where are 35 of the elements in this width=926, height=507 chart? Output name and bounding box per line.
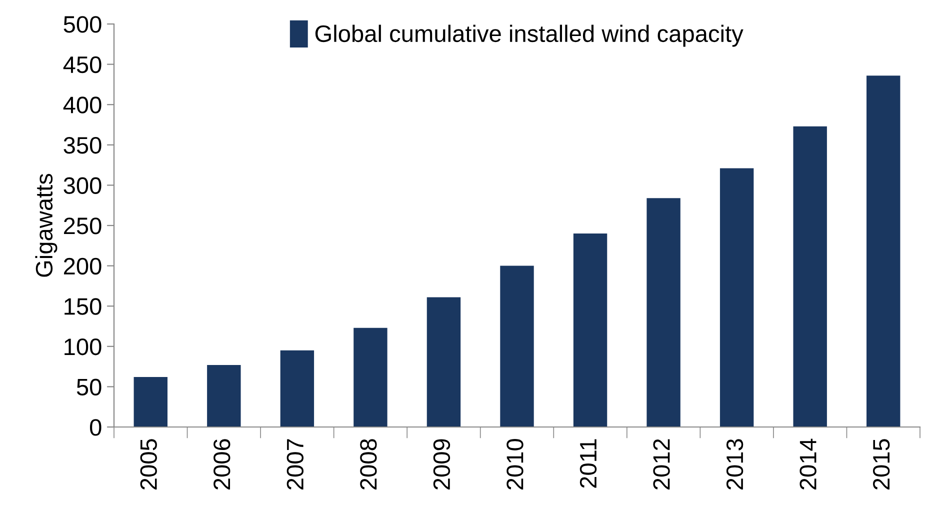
y-tick-label: 150 (64, 298, 102, 315)
x-tick-label: 2008 (360, 439, 377, 490)
y-tick-label: 0 (90, 419, 102, 436)
x-tick-label: 2011 (580, 439, 597, 488)
bar (573, 234, 608, 427)
x-tick-label: 2005 (140, 439, 157, 490)
x-tick-label: 2015 (872, 439, 890, 490)
y-tick-label: 450 (63, 56, 102, 74)
y-tick-label: 350 (64, 136, 102, 154)
y-tick-label: 500 (64, 16, 102, 33)
x-tick-label: 2013 (726, 439, 744, 490)
y-tick-label: 400 (63, 96, 102, 114)
x-tick-label: 2006 (214, 439, 230, 490)
y-tick-label: 300 (64, 177, 102, 194)
bar (207, 364, 241, 427)
y-axis-title: Gigawatts (35, 174, 58, 277)
x-tick-label: 2009 (433, 439, 450, 490)
x-tick-label: 2010 (506, 439, 524, 490)
bar (426, 297, 461, 427)
x-tick-label: 2012 (653, 439, 670, 490)
x-tick-label: 2007 (286, 439, 304, 490)
bar (720, 168, 754, 427)
bar (793, 126, 827, 427)
y-tick-label: 100 (64, 338, 102, 356)
x-tick-label: 2014 (800, 438, 816, 490)
y-tick-label: 250 (64, 218, 102, 234)
bar (354, 328, 388, 427)
bar (134, 377, 168, 427)
bar (500, 266, 534, 427)
y-tick-label: 50 (76, 378, 102, 396)
legend-label: Global cumulative installed wind capacity (315, 24, 744, 47)
y-tick-label: 200 (64, 258, 102, 275)
bar (280, 350, 314, 427)
bar (866, 76, 900, 427)
bar (646, 198, 680, 427)
